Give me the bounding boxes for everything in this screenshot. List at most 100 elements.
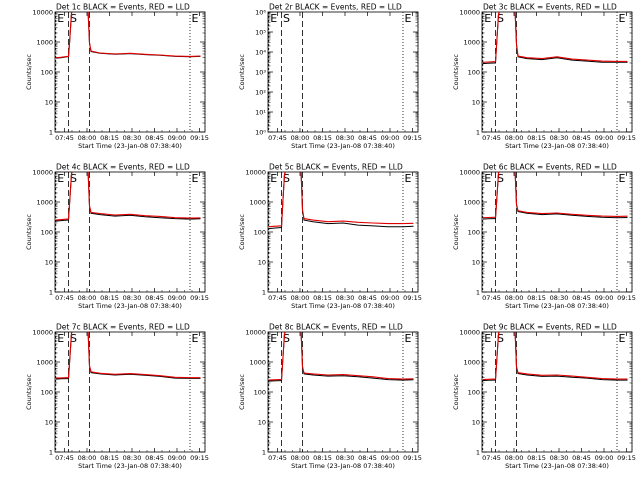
- x-tick-label: 09:15: [617, 134, 636, 142]
- events-series-line: [55, 332, 201, 380]
- plot-frame: [481, 331, 633, 453]
- x-tick-label: 09:15: [403, 294, 422, 302]
- interval-marker-e: E: [192, 172, 199, 185]
- y-axis-label: Counts/sec: [25, 374, 33, 410]
- x-tick-label: 07:45: [482, 454, 501, 462]
- interval-marker-e: E: [619, 332, 626, 345]
- events-series-line: [55, 172, 201, 222]
- x-tick-label: 08:30: [123, 294, 142, 302]
- y-axis-label: Counts/sec: [25, 214, 33, 250]
- x-tick-label: 09:15: [190, 134, 209, 142]
- x-tick-label: 08:30: [336, 454, 355, 462]
- interval-marker-e: E: [484, 172, 491, 185]
- y-tick-label: 1000: [463, 38, 480, 46]
- detector-panel-9: Det 9c BLACK = Events, RED = LLD 1 10 100 10…: [452, 323, 636, 471]
- x-tick-label: 08:15: [527, 134, 546, 142]
- y-tick-label: 1: [49, 288, 53, 296]
- y-tick-label: 100: [254, 388, 266, 396]
- x-tick-label: 08:45: [358, 454, 377, 462]
- y-tick-label: 1: [49, 128, 53, 136]
- x-tick-label: 08:30: [550, 294, 569, 302]
- y-axis-label: Counts/sec: [25, 54, 33, 90]
- y-tick-label: 10: [472, 98, 480, 106]
- interval-marker-s: S: [70, 12, 77, 25]
- y-axis-label: Counts/sec: [452, 54, 460, 90]
- x-axis-label: Start Time (23-Jan-08 07:38:40): [78, 302, 182, 310]
- x-tick-label: 08:00: [505, 294, 524, 302]
- lld-series-line: [482, 332, 628, 381]
- y-tick-label: 1000: [463, 198, 480, 206]
- interval-marker-e: E: [619, 12, 626, 25]
- x-tick-label: 08:45: [145, 294, 164, 302]
- interval-marker-s: S: [497, 12, 504, 25]
- plot-frame: [481, 11, 633, 133]
- x-tick-label: 08:15: [313, 454, 332, 462]
- x-axis-label: Start Time (23-Jan-08 07:38:40): [505, 302, 609, 310]
- y-tick-label: 1000: [36, 198, 53, 206]
- panel-title: Det 8c BLACK = Events, RED = LLD: [269, 323, 403, 332]
- x-tick-label: 07:45: [268, 454, 287, 462]
- interval-marker-e: E: [405, 12, 412, 25]
- y-tick-label: 100: [41, 228, 53, 236]
- x-tick-label: 08:30: [336, 134, 355, 142]
- x-tick-label: 08:30: [550, 454, 569, 462]
- interval-marker-e: E: [484, 332, 491, 345]
- y-axis-label: Counts/sec: [238, 214, 246, 250]
- y-tick-label: 10¹: [255, 108, 266, 116]
- detector-panel-1: Det 1c BLACK = Events, RED = LLD 1 10 100 10…: [25, 3, 209, 151]
- x-tick-label: 07:45: [482, 134, 501, 142]
- y-tick-label: 10⁴: [255, 48, 266, 56]
- plot-frame: [54, 11, 206, 133]
- y-tick-label: 1000: [249, 198, 266, 206]
- y-tick-label: 1: [262, 448, 266, 456]
- events-series-line: [482, 332, 628, 382]
- y-tick-label: 100: [254, 228, 266, 236]
- lld-series-line: [268, 172, 414, 228]
- x-tick-label: 09:00: [381, 294, 400, 302]
- events-series-line: [482, 12, 628, 65]
- y-tick-label: 10: [45, 98, 53, 106]
- x-tick-label: 08:00: [78, 454, 97, 462]
- interval-marker-e: E: [405, 332, 412, 345]
- x-tick-label: 08:00: [291, 134, 310, 142]
- x-axis-label: Start Time (23-Jan-08 07:38:40): [505, 462, 609, 470]
- y-tick-label: 10000: [32, 168, 53, 176]
- x-tick-label: 09:00: [168, 294, 187, 302]
- x-axis-label: Start Time (23-Jan-08 07:38:40): [291, 302, 395, 310]
- interval-marker-e: E: [57, 332, 64, 345]
- y-tick-label: 100: [468, 228, 480, 236]
- y-tick-label: 1: [49, 448, 53, 456]
- x-tick-label: 09:15: [617, 454, 636, 462]
- y-tick-label: 10²: [255, 88, 266, 96]
- x-tick-label: 08:15: [527, 294, 546, 302]
- x-tick-label: 08:30: [550, 134, 569, 142]
- y-tick-label: 1: [476, 288, 480, 296]
- x-tick-label: 09:00: [168, 454, 187, 462]
- interval-marker-e: E: [270, 172, 277, 185]
- x-tick-label: 08:15: [100, 134, 119, 142]
- y-tick-label: 1: [262, 288, 266, 296]
- y-tick-label: 10000: [32, 328, 53, 336]
- x-axis-label: Start Time (23-Jan-08 07:38:40): [78, 462, 182, 470]
- panel-title: Det 9c BLACK = Events, RED = LLD: [483, 323, 617, 332]
- x-tick-label: 09:15: [403, 134, 422, 142]
- x-tick-label: 08:45: [572, 134, 591, 142]
- y-tick-label: 100: [41, 388, 53, 396]
- y-tick-label: 100: [468, 68, 480, 76]
- events-series-line: [268, 172, 414, 230]
- x-tick-label: 09:00: [381, 454, 400, 462]
- x-tick-label: 09:00: [595, 134, 614, 142]
- x-axis-label: Start Time (23-Jan-08 07:38:40): [78, 142, 182, 150]
- lld-series-line: [268, 332, 414, 381]
- x-tick-label: 07:45: [482, 294, 501, 302]
- interval-marker-e: E: [619, 172, 626, 185]
- y-tick-label: 10000: [459, 328, 480, 336]
- interval-marker-e: E: [192, 332, 199, 345]
- x-tick-label: 08:15: [313, 134, 332, 142]
- y-tick-label: 10: [472, 418, 480, 426]
- lld-series-line: [482, 172, 628, 219]
- interval-marker-e: E: [192, 12, 199, 25]
- events-series-line: [482, 172, 628, 220]
- y-tick-label: 1: [476, 128, 480, 136]
- x-tick-label: 08:45: [358, 134, 377, 142]
